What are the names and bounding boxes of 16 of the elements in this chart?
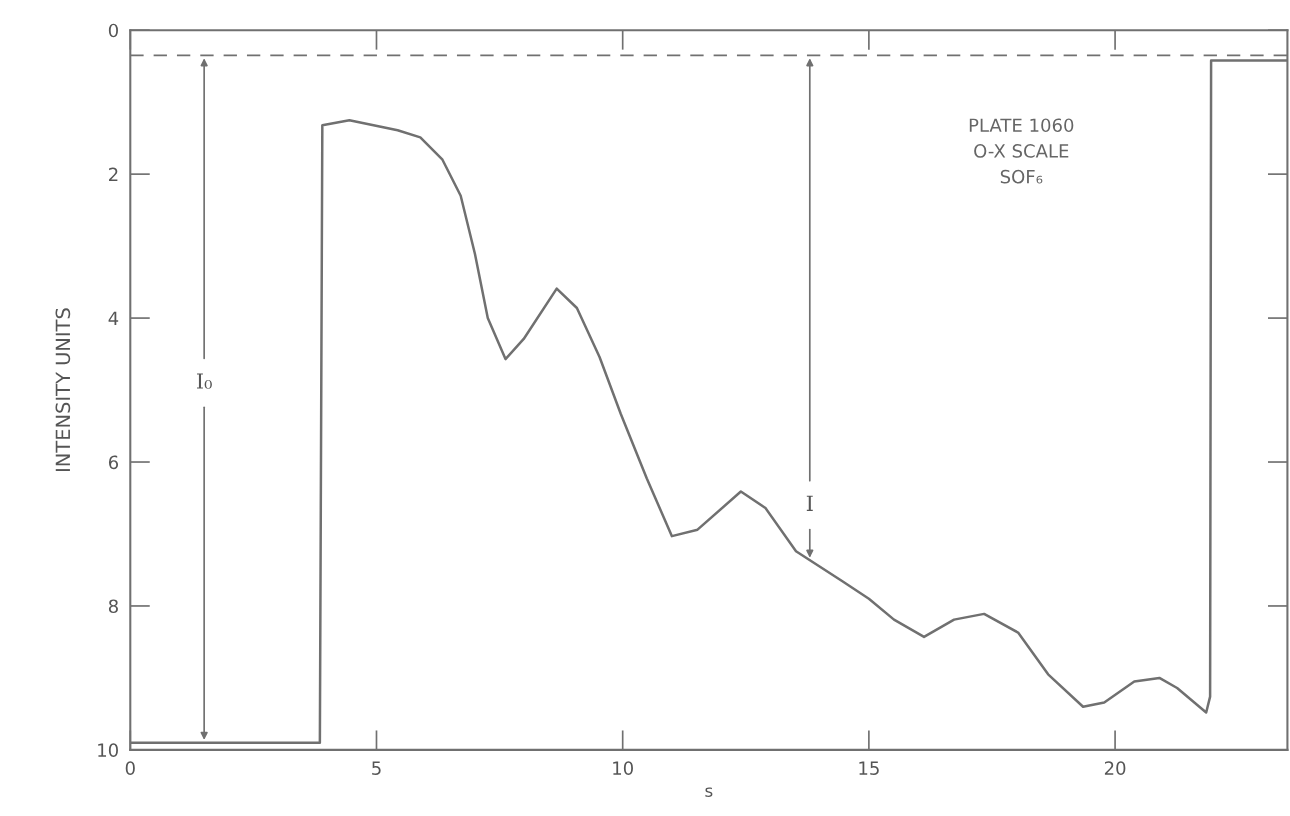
x-tick-label: 0 <box>125 761 135 775</box>
x-tick-label: 10 <box>613 761 633 775</box>
annotation: PLATE 1060 O-X SCALE SOF₆ <box>969 118 1074 184</box>
x-tick-label: 5 <box>372 761 381 775</box>
x-tick-label: 15 <box>859 761 879 775</box>
x-tick-label: 20 <box>1104 761 1126 775</box>
y-tick-label: 6 <box>108 455 119 470</box>
annotation: I₀ <box>197 373 212 389</box>
y-tick-label: 2 <box>109 167 118 181</box>
y-tick-label: 0 <box>108 23 118 38</box>
annotation: I <box>806 495 813 511</box>
x-axis-title: s <box>705 787 713 797</box>
y-tick-label: 8 <box>108 599 118 614</box>
y-tick-label: 10 <box>98 743 118 758</box>
y-axis-title: INTENSITY UNITS <box>55 308 71 472</box>
y-tick-label: 4 <box>108 311 119 325</box>
